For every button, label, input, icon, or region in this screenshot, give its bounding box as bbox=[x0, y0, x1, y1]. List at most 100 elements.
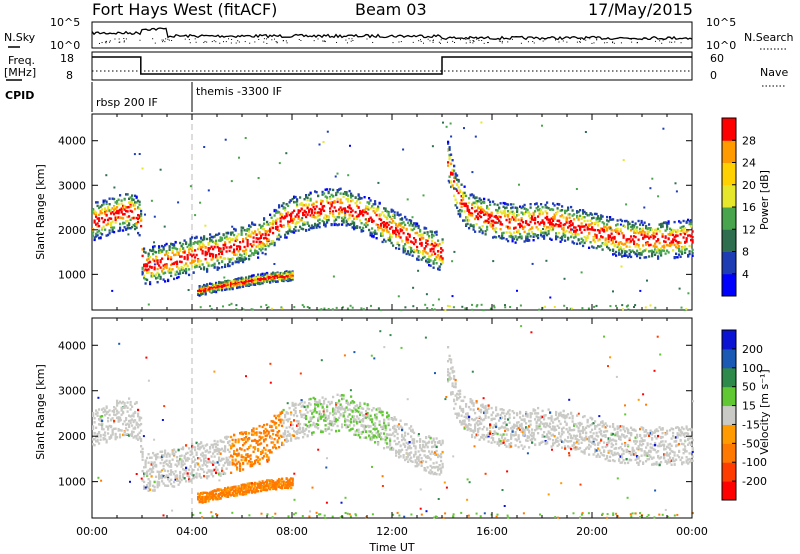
echo-cell bbox=[345, 219, 348, 222]
echo-cell bbox=[225, 437, 228, 440]
echo-cell bbox=[582, 244, 585, 248]
echo-cell bbox=[164, 280, 167, 283]
echo-cell bbox=[210, 258, 213, 261]
echo-cell bbox=[168, 271, 171, 274]
echo-cell bbox=[212, 263, 215, 267]
echo-cell bbox=[177, 266, 180, 270]
echo-cell bbox=[335, 191, 338, 195]
echo-cell bbox=[129, 218, 132, 221]
nsearch-point bbox=[109, 41, 111, 43]
echo-cell bbox=[318, 222, 321, 225]
echo-cell bbox=[291, 272, 294, 276]
echo-cell bbox=[511, 206, 514, 209]
echo-cell bbox=[171, 485, 174, 488]
echo-cell bbox=[504, 206, 507, 210]
echo-cell bbox=[317, 403, 320, 407]
echo-cell bbox=[450, 173, 453, 176]
echo-cell bbox=[218, 266, 221, 270]
echo-cell bbox=[311, 224, 314, 227]
echo-cell bbox=[351, 194, 354, 197]
echo-cell bbox=[332, 275, 335, 278]
echo-cell bbox=[254, 446, 257, 449]
echo-cell bbox=[600, 227, 603, 230]
nsearch-point bbox=[230, 42, 232, 44]
echo-cell bbox=[333, 411, 336, 414]
echo-cell bbox=[255, 431, 258, 434]
echo-cell bbox=[102, 200, 105, 203]
echo-cell bbox=[553, 204, 556, 207]
echo-cell bbox=[306, 306, 309, 308]
echo-cell bbox=[254, 283, 257, 286]
echo-cell bbox=[131, 194, 134, 197]
echo-cell bbox=[194, 446, 197, 449]
echo-cell bbox=[284, 278, 287, 281]
nsearch-point bbox=[420, 40, 422, 42]
echo-cell bbox=[341, 208, 344, 211]
echo-cell bbox=[210, 473, 213, 476]
echo-cell bbox=[228, 285, 231, 288]
echo-cell bbox=[131, 197, 134, 200]
echo-cell bbox=[541, 206, 544, 209]
echo-cell bbox=[156, 259, 159, 262]
echo-cell bbox=[93, 221, 96, 224]
echo-cell bbox=[594, 234, 597, 237]
echo-cell bbox=[201, 464, 204, 467]
echo-cell bbox=[179, 474, 182, 478]
echo-cell bbox=[194, 448, 197, 452]
echo-cell bbox=[105, 234, 108, 237]
echo-cell bbox=[188, 251, 191, 254]
nsearch-point bbox=[254, 41, 256, 43]
echo-cell bbox=[273, 214, 276, 217]
echo-cell bbox=[300, 227, 303, 230]
nsearch-point bbox=[211, 41, 213, 43]
echo-cell bbox=[387, 230, 390, 234]
echo-cell bbox=[663, 246, 666, 249]
echo-cell bbox=[162, 464, 165, 468]
echo-cell bbox=[416, 224, 419, 227]
echo-cell bbox=[496, 216, 499, 219]
echo-cell bbox=[264, 448, 267, 452]
echo-cell bbox=[576, 214, 579, 218]
echo-cell bbox=[212, 255, 215, 258]
echo-cell bbox=[336, 406, 339, 409]
echo-cell bbox=[426, 243, 429, 246]
echo-cell bbox=[628, 241, 631, 244]
echo-cell bbox=[245, 432, 248, 435]
echo-cell bbox=[255, 441, 258, 445]
echo-cell bbox=[239, 286, 242, 289]
echo-cell bbox=[230, 231, 233, 234]
echo-cell bbox=[348, 420, 351, 423]
echo-cell bbox=[299, 426, 302, 430]
echo-cell bbox=[513, 237, 516, 241]
echo-cell bbox=[258, 282, 261, 285]
echo-cell bbox=[371, 205, 374, 208]
echo-cell bbox=[380, 218, 383, 221]
nsearch-point bbox=[206, 41, 208, 43]
echo-cell bbox=[95, 235, 98, 238]
echo-cell bbox=[141, 458, 144, 461]
echo-cell bbox=[420, 242, 423, 245]
echo-cell bbox=[162, 467, 165, 471]
echo-cell bbox=[411, 228, 414, 232]
echo-cell bbox=[528, 239, 531, 242]
echo-cell bbox=[170, 256, 173, 259]
echo-cell bbox=[287, 204, 290, 207]
echo-cell bbox=[465, 216, 468, 219]
echo-cell bbox=[499, 210, 502, 213]
echo-cell bbox=[582, 209, 585, 212]
echo-cell bbox=[263, 217, 266, 220]
echo-cell bbox=[98, 442, 101, 445]
echo-cell bbox=[392, 229, 395, 233]
nsearch-point bbox=[215, 41, 217, 43]
echo-cell bbox=[192, 477, 195, 480]
echo-cell bbox=[447, 179, 450, 182]
echo-cell bbox=[468, 201, 471, 205]
echo-cell bbox=[219, 250, 222, 253]
echo-cell bbox=[392, 214, 394, 217]
echo-cell bbox=[248, 275, 251, 278]
echo-cell bbox=[284, 215, 287, 218]
echo-cell bbox=[600, 215, 603, 218]
echo-cell bbox=[128, 414, 131, 417]
echo-cell bbox=[261, 227, 264, 231]
